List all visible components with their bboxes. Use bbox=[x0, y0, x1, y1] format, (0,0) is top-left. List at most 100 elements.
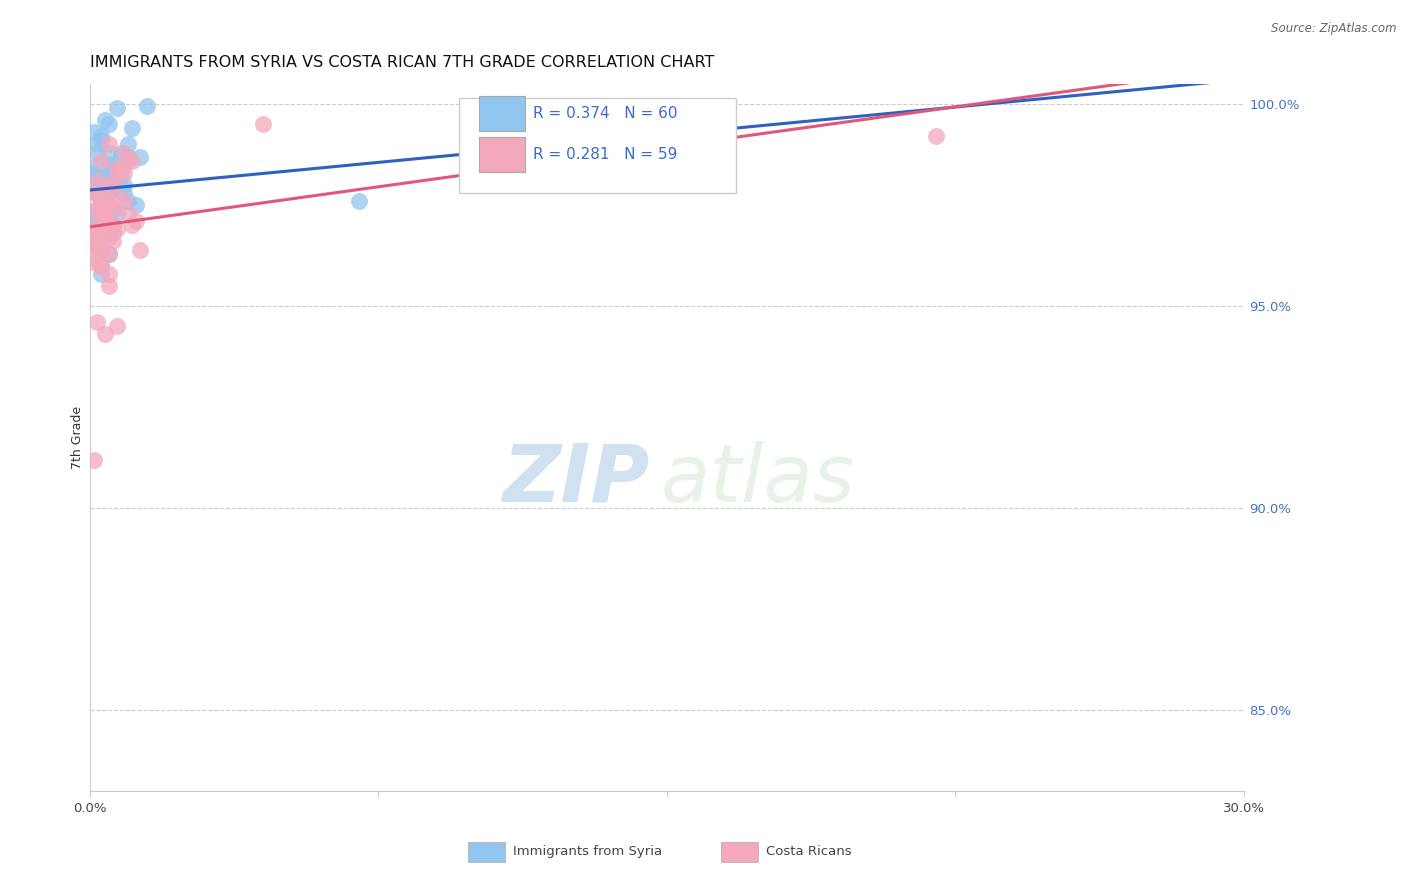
Point bbox=[90, 210, 112, 224]
Point bbox=[117, 150, 139, 164]
Point bbox=[98, 198, 121, 212]
Y-axis label: 7th Grade: 7th Grade bbox=[72, 406, 84, 469]
Point bbox=[90, 129, 112, 144]
Point bbox=[83, 251, 105, 265]
Point bbox=[90, 133, 112, 147]
Point bbox=[121, 219, 143, 233]
Point bbox=[86, 174, 108, 188]
Point bbox=[83, 166, 105, 180]
Text: atlas: atlas bbox=[661, 441, 856, 519]
Point bbox=[90, 259, 112, 273]
Point bbox=[110, 150, 132, 164]
Point bbox=[90, 243, 112, 257]
Point bbox=[94, 198, 117, 212]
Point bbox=[94, 186, 117, 200]
Point bbox=[83, 125, 105, 139]
Point bbox=[90, 222, 112, 236]
Point bbox=[105, 222, 128, 236]
Point bbox=[90, 259, 112, 273]
Point bbox=[86, 137, 108, 152]
Point bbox=[110, 145, 132, 160]
Point bbox=[83, 174, 105, 188]
Point bbox=[90, 243, 112, 257]
Text: Immigrants from Syria: Immigrants from Syria bbox=[513, 846, 662, 858]
Point bbox=[105, 161, 128, 176]
Point bbox=[101, 202, 124, 216]
Point bbox=[121, 121, 143, 136]
Point bbox=[86, 158, 108, 172]
Point bbox=[128, 243, 150, 257]
Point bbox=[98, 158, 121, 172]
Point bbox=[98, 214, 121, 228]
Point bbox=[110, 169, 132, 184]
Text: R = 0.281   N = 59: R = 0.281 N = 59 bbox=[533, 147, 678, 161]
Point bbox=[90, 230, 112, 244]
Point bbox=[112, 186, 135, 200]
Point bbox=[83, 238, 105, 252]
Point bbox=[94, 178, 117, 192]
Point bbox=[86, 145, 108, 160]
Text: Source: ZipAtlas.com: Source: ZipAtlas.com bbox=[1271, 22, 1396, 36]
Point bbox=[86, 202, 108, 216]
Point bbox=[83, 254, 105, 268]
Point bbox=[83, 210, 105, 224]
Text: ZIP: ZIP bbox=[502, 441, 650, 519]
Point bbox=[347, 194, 370, 208]
Point bbox=[101, 182, 124, 196]
Point bbox=[101, 178, 124, 192]
Point bbox=[86, 186, 108, 200]
Point bbox=[83, 452, 105, 467]
Point bbox=[86, 202, 108, 216]
Point bbox=[105, 166, 128, 180]
Point bbox=[128, 150, 150, 164]
Point bbox=[98, 267, 121, 281]
Point bbox=[94, 198, 117, 212]
Point bbox=[90, 190, 112, 204]
Point bbox=[121, 153, 143, 168]
FancyBboxPatch shape bbox=[478, 136, 524, 172]
Point bbox=[98, 279, 121, 293]
Point bbox=[94, 210, 117, 224]
Point bbox=[98, 117, 121, 131]
Point bbox=[101, 202, 124, 216]
Point bbox=[90, 194, 112, 208]
Text: IMMIGRANTS FROM SYRIA VS COSTA RICAN 7TH GRADE CORRELATION CHART: IMMIGRANTS FROM SYRIA VS COSTA RICAN 7TH… bbox=[90, 55, 714, 70]
Point bbox=[98, 178, 121, 192]
Point bbox=[86, 219, 108, 233]
Point bbox=[90, 194, 112, 208]
Point bbox=[86, 219, 108, 233]
Text: Costa Ricans: Costa Ricans bbox=[766, 846, 852, 858]
Point bbox=[94, 174, 117, 188]
Point bbox=[117, 194, 139, 208]
Point bbox=[90, 227, 112, 241]
Point bbox=[252, 117, 274, 131]
Point bbox=[101, 219, 124, 233]
Point bbox=[94, 227, 117, 241]
Point bbox=[98, 246, 121, 260]
Point bbox=[105, 101, 128, 115]
Point bbox=[90, 206, 112, 220]
Point bbox=[90, 267, 112, 281]
Point bbox=[98, 145, 121, 160]
Point bbox=[90, 194, 112, 208]
Point bbox=[90, 227, 112, 241]
Point bbox=[98, 137, 121, 152]
Point bbox=[90, 206, 112, 220]
FancyBboxPatch shape bbox=[478, 96, 524, 131]
Point bbox=[101, 161, 124, 176]
Point bbox=[90, 153, 112, 168]
Point bbox=[105, 166, 128, 180]
Point bbox=[98, 202, 121, 216]
Point bbox=[83, 230, 105, 244]
Point bbox=[101, 227, 124, 241]
Point bbox=[117, 137, 139, 152]
Point bbox=[83, 238, 105, 252]
Point bbox=[86, 169, 108, 184]
Point bbox=[125, 198, 148, 212]
Point bbox=[105, 190, 128, 204]
Point bbox=[101, 219, 124, 233]
Point bbox=[117, 206, 139, 220]
Point bbox=[94, 113, 117, 128]
Point bbox=[83, 238, 105, 252]
Point bbox=[90, 243, 112, 257]
